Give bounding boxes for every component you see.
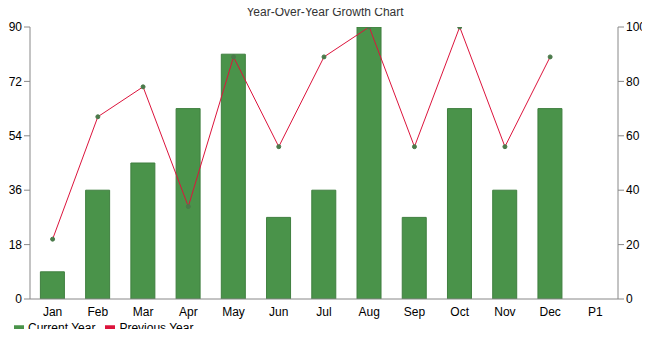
html-text:Previous Year: Previous Year [119, 321, 194, 335]
svg-text:Sep: Sep [404, 305, 426, 319]
svg-text:Feb: Feb [88, 305, 109, 319]
svg-text:Apr: Apr [179, 305, 198, 319]
svg-text:20: 20 [626, 238, 640, 252]
svg-text:40: 40 [626, 183, 640, 197]
svg-text:P1: P1 [588, 305, 603, 319]
svg-text:Nov: Nov [494, 305, 515, 319]
svg-text:Dec: Dec [539, 305, 560, 319]
svg-text:90: 90 [9, 20, 23, 34]
svg-text:100: 100 [626, 20, 642, 34]
svg-text:Mar: Mar [133, 305, 154, 319]
svg-text:54: 54 [9, 129, 23, 143]
svg-text:Jun: Jun [269, 305, 288, 319]
svg-text:0: 0 [626, 292, 633, 306]
svg-text:May: May [222, 305, 245, 319]
svg-text:72: 72 [9, 75, 23, 89]
svg-text:0: 0 [15, 292, 22, 306]
svg-text:60: 60 [626, 129, 640, 143]
svg-text:18: 18 [9, 238, 23, 252]
svg-text:36: 36 [9, 183, 23, 197]
html-text:Year-Over-Year Growth Chart: Year-Over-Year Growth Chart [246, 5, 404, 19]
html-text:Current Year: Current Year [28, 321, 96, 335]
svg-text:80: 80 [626, 75, 640, 89]
svg-text:Oct: Oct [450, 305, 469, 319]
svg-text:Aug: Aug [359, 305, 380, 319]
svg-text:Jul: Jul [316, 305, 331, 319]
svg-text:Jan: Jan [43, 305, 62, 319]
